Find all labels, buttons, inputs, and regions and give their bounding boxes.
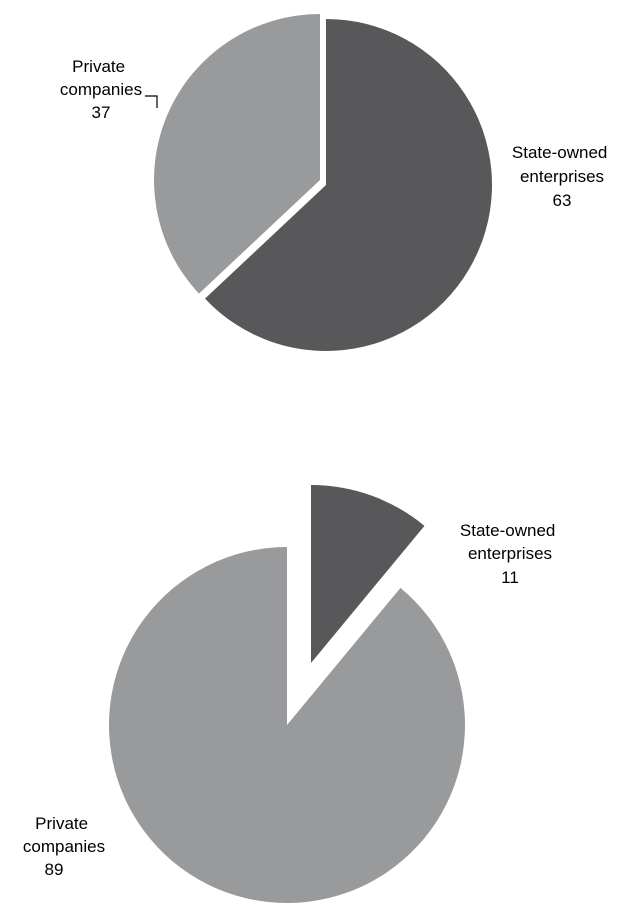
pie-1-value-state-owned: 63 — [553, 191, 572, 210]
pie-1-slice-state-owned — [204, 18, 493, 352]
pie-2-label-state-owned: State-owned enterprises — [460, 521, 560, 563]
pie-2-value-private: 89 — [45, 860, 64, 879]
pie-1-label-state-owned: State-owned enterprises — [512, 143, 612, 186]
pie-1-leader-line — [145, 95, 158, 108]
pie-chart-2: State-owned enterprises 11 Private compa… — [23, 485, 560, 903]
pie-2-value-state-owned: 11 — [501, 568, 519, 587]
pie-1-label-private: Private companies — [60, 57, 142, 99]
pie-1-slice-private — [154, 14, 320, 294]
pie-2-slice-private — [108, 547, 465, 903]
pie-2-slice-state-owned — [311, 485, 425, 663]
pie-2-label-private: Private companies — [23, 814, 105, 856]
pie-1-value-private: 37 — [92, 103, 111, 122]
pie-chart-1: Private companies 37 State-owned enterpr… — [60, 14, 612, 352]
